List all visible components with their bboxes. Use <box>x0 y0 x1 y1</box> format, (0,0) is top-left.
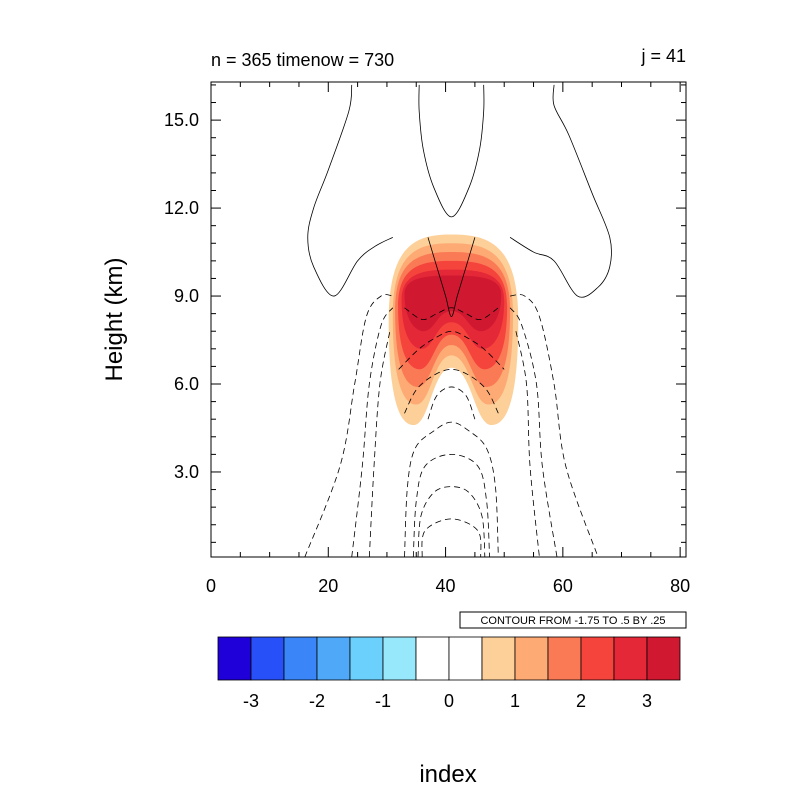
tick-marks <box>210 82 686 557</box>
contour-line-13 <box>421 518 482 557</box>
info-box-text: CONTOUR FROM -1.75 TO .5 BY .25 <box>480 615 665 627</box>
colorbar-label: -1 <box>375 691 391 711</box>
contour-line-12 <box>417 486 486 557</box>
colorbar-label: 1 <box>510 691 520 711</box>
colorbar-label: 0 <box>444 691 454 711</box>
contour-line-1 <box>509 84 612 298</box>
colorbar-swatch <box>382 636 417 681</box>
y-tick-label: 12.0 <box>164 198 199 218</box>
colorbar-swatch <box>217 636 252 681</box>
contour-line-10 <box>404 421 499 557</box>
contour-line-16 <box>404 307 499 321</box>
top-left-label: n = 365 timenow = 730 <box>211 50 394 70</box>
colorbar-swatch <box>613 636 648 681</box>
colorbar-swatch <box>283 636 318 681</box>
contour-line-8 <box>368 331 391 557</box>
colorbar-label: -3 <box>243 691 259 711</box>
contour-line-0 <box>307 84 393 297</box>
y-tick-label: 15.0 <box>164 110 199 130</box>
x-tick-label: 40 <box>436 576 456 596</box>
plot-frame <box>210 81 687 558</box>
contour-line-9 <box>515 331 540 557</box>
colorbar-swatch <box>646 636 681 681</box>
contour-line-2 <box>418 84 485 218</box>
colorbar-swatch <box>415 636 450 681</box>
contour-line-5 <box>510 294 599 557</box>
colorbar-swatch <box>481 636 516 681</box>
colorbar-swatch <box>316 636 351 681</box>
x-tick-label: 20 <box>318 576 338 596</box>
colorbar-label: 2 <box>576 691 586 711</box>
contour-line-11 <box>412 453 490 557</box>
shading-layer <box>388 234 519 428</box>
colorbar-swatch <box>448 636 483 681</box>
y-tick-label: 6.0 <box>174 374 199 394</box>
colorbar-labels: -3 -2 -1 0 1 2 3 <box>243 691 652 711</box>
colorbar-label: -2 <box>309 691 325 711</box>
top-right-label: j = 41 <box>640 46 686 66</box>
colorbar-swatch <box>250 636 285 681</box>
y-axis-title: Height (km) <box>101 257 128 381</box>
colorbar-swatch <box>580 636 615 681</box>
x-tick-label: 0 <box>206 576 216 596</box>
fill-shell-3 <box>404 275 502 332</box>
colorbar-label: 3 <box>642 691 652 711</box>
tick-labels: 0 20 40 60 80 3.0 6.0 9.0 12.0 15.0 <box>164 110 690 596</box>
contour-line-7 <box>509 307 558 557</box>
x-axis-title: index <box>419 761 476 788</box>
contour-info-box: CONTOUR FROM -1.75 TO .5 BY .25 <box>459 611 687 629</box>
contour-line-6 <box>351 307 394 557</box>
info-box-frame <box>459 611 687 629</box>
contour-line-17 <box>427 386 476 420</box>
x-tick-label: 80 <box>670 576 690 596</box>
y-tick-label: 9.0 <box>174 286 199 306</box>
x-tick-label: 60 <box>553 576 573 596</box>
contour-lines-layer <box>304 84 612 557</box>
colorbar-swatch <box>514 636 549 681</box>
colorbar-swatch <box>547 636 582 681</box>
contour-line-4 <box>304 294 393 557</box>
contour-line-15 <box>398 330 505 370</box>
colorbar-swatch <box>349 636 384 681</box>
colorbar <box>217 636 681 681</box>
fill-cavity <box>436 378 467 428</box>
contour-line-3 <box>427 237 476 317</box>
y-tick-label: 3.0 <box>174 462 199 482</box>
